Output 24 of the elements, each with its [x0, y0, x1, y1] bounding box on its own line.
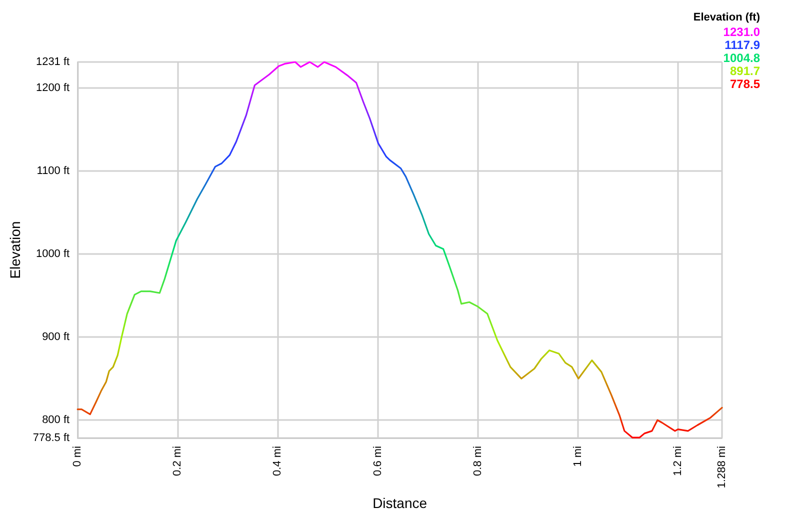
x-tick-label: 0.8 mi — [472, 446, 484, 476]
x-tick-label: 0.6 mi — [372, 446, 384, 476]
x-tick-label: 1 mi — [572, 446, 584, 467]
text: 1117.9 — [724, 38, 760, 52]
y-tick-label: 800 ft — [42, 414, 70, 426]
text: 1004.8 — [723, 51, 760, 65]
text: 1231.0 — [723, 25, 760, 39]
x-tick-label: 1.288 mi — [716, 446, 728, 488]
x-tick-label: 0 mi — [72, 446, 84, 467]
y-tick-label: 778.5 ft — [32, 432, 70, 444]
x-tick-label: 0.2 mi — [172, 446, 184, 476]
text: 891.7 — [730, 64, 760, 78]
text: Elevation (ft) — [693, 12, 760, 24]
text: 778.5 — [730, 77, 760, 91]
line-series — [76, 61, 723, 438]
y-tick-label: 1231 ft — [36, 56, 70, 68]
y-axis-title: Elevation — [7, 221, 23, 279]
x-tick-label: 1.2 mi — [672, 446, 684, 476]
y-tick-label: 1000 ft — [36, 248, 70, 260]
y-tick-label: 900 ft — [42, 331, 70, 344]
y-tick-label: 1100 ft — [36, 164, 70, 177]
y-tick-label: 1200 ft — [36, 82, 70, 94]
x-axis-title: Distance — [372, 495, 428, 512]
x-tick-label: 0.4 mi — [272, 446, 284, 476]
